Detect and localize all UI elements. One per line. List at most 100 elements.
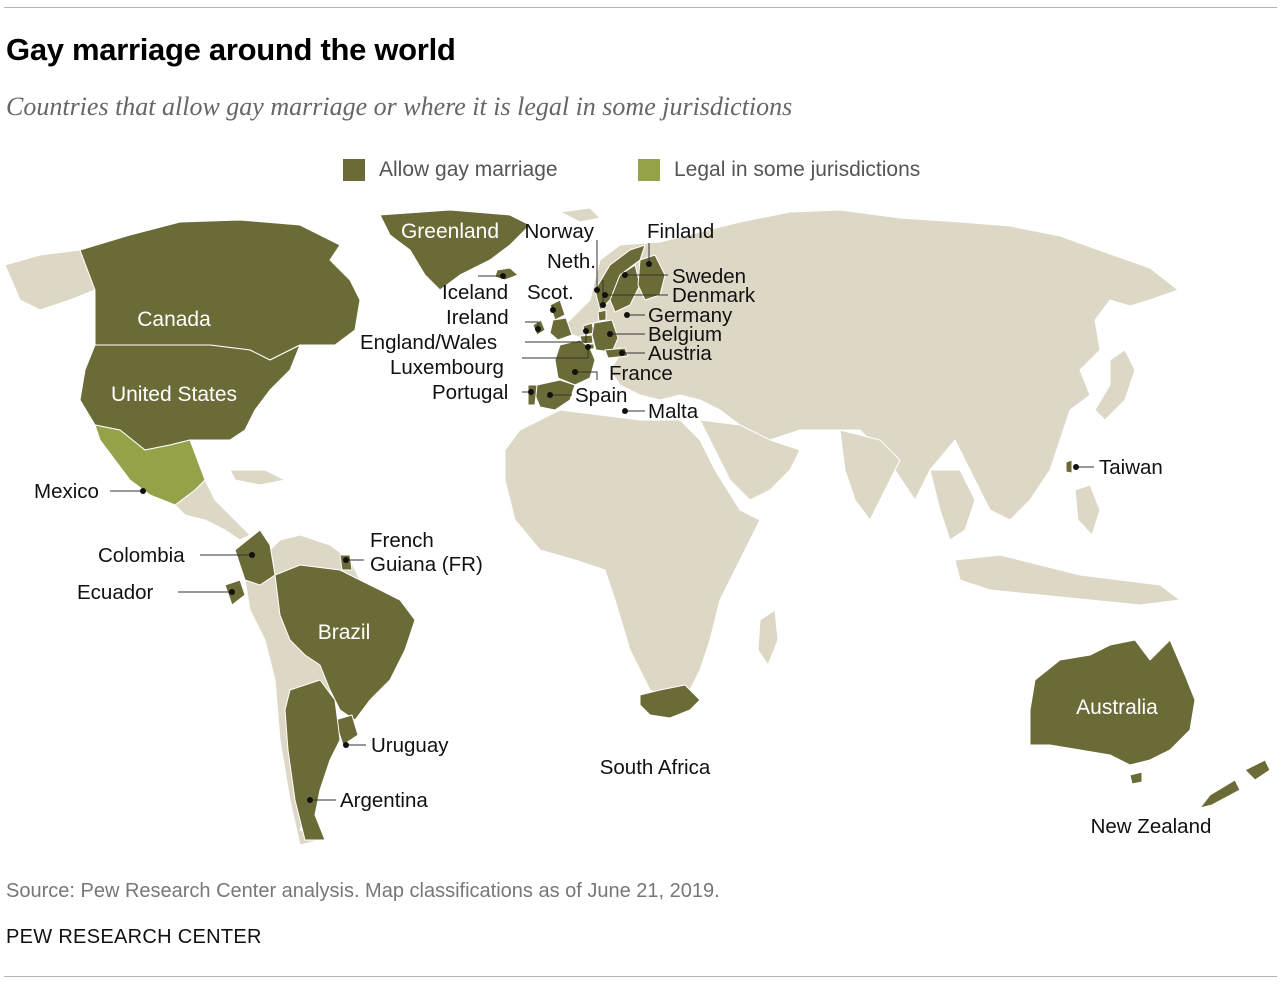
leader-england-wales <box>525 332 587 343</box>
label-spain: Spain <box>575 384 627 407</box>
country-new-zealand <box>1199 759 1271 809</box>
world-map: Greenland Canada United States Brazil Au… <box>4 207 1271 846</box>
country-germany <box>591 319 619 353</box>
dot-denmark <box>602 292 608 298</box>
label-france: France <box>609 362 673 385</box>
legend-label-some: Legal in some jurisdictions <box>674 158 921 181</box>
label-finland: Finland <box>647 220 714 243</box>
country-australia <box>1029 639 1196 766</box>
land-caribbean <box>229 469 286 486</box>
leader-luxembourg <box>522 348 589 359</box>
dot-argentina <box>307 797 313 803</box>
label-norway: Norway <box>525 220 595 243</box>
source-note: Source: Pew Research Center analysis. Ma… <box>6 880 720 902</box>
land-eurasia <box>559 209 1179 521</box>
dot-scot <box>550 307 556 313</box>
label-mexico: Mexico <box>34 480 99 503</box>
country-colombia <box>234 529 276 586</box>
chart-subtitle: Countries that allow gay marriage or whe… <box>6 92 793 121</box>
country-brazil <box>274 564 416 721</box>
country-uruguay <box>334 714 359 746</box>
dot-ireland <box>535 326 541 332</box>
leader-france <box>575 371 598 380</box>
dot-finland <box>646 261 652 267</box>
dot-neth <box>600 302 606 308</box>
label-canada: Canada <box>137 308 211 331</box>
country-iceland <box>494 267 519 281</box>
country-australia-tasmania <box>1129 771 1143 785</box>
dot-luxembourg <box>585 344 591 350</box>
legend-item-some: Legal in some jurisdictions <box>638 158 920 182</box>
label-united-states: United States <box>111 383 237 406</box>
country-south-africa <box>639 684 701 719</box>
label-french-guiana-line2: Guiana (FR) <box>370 553 483 576</box>
dot-spain <box>547 392 553 398</box>
country-mexico <box>94 424 206 506</box>
label-new-zealand: New Zealand <box>1091 815 1212 838</box>
legend: Allow gay marriage Legal in some jurisdi… <box>0 158 1281 188</box>
country-france <box>554 339 596 386</box>
label-england-wales: England/Wales <box>360 331 497 354</box>
label-belgium: Belgium <box>648 323 722 346</box>
dot-colombia <box>249 552 255 558</box>
dot-portugal <box>528 389 534 395</box>
dot-ecuador <box>229 589 235 595</box>
land-indonesia <box>954 554 1181 606</box>
label-colombia: Colombia <box>98 544 185 567</box>
dot-austria <box>619 350 625 356</box>
dot-sweden <box>622 272 628 278</box>
dot-mexico <box>140 488 146 494</box>
label-germany: Germany <box>648 304 733 327</box>
country-england-wales <box>549 317 573 341</box>
dot-england-wales <box>583 328 589 334</box>
label-french-guiana-line1: French <box>370 529 434 552</box>
dot-belgium <box>607 331 613 337</box>
dot-germany <box>624 312 630 318</box>
label-argentina: Argentina <box>340 789 428 812</box>
label-brazil: Brazil <box>318 621 371 644</box>
legend-item-allow: Allow gay marriage <box>343 158 558 182</box>
country-canada <box>79 219 361 361</box>
label-south-africa: South Africa <box>600 756 711 779</box>
dot-france <box>572 369 578 375</box>
label-portugal: Portugal <box>432 381 508 404</box>
country-denmark <box>597 309 607 322</box>
land-philippines <box>1074 484 1101 536</box>
bottom-rule <box>4 976 1277 977</box>
label-neth: Neth. <box>547 250 596 273</box>
land-svalbard <box>559 207 601 223</box>
land-india <box>839 429 901 521</box>
dot-iceland <box>500 273 506 279</box>
land-se-asia <box>929 469 976 541</box>
dot-norway <box>594 287 600 293</box>
legend-swatch-some <box>638 159 660 181</box>
organization-name: PEW RESEARCH CENTER <box>6 926 262 948</box>
label-austria: Austria <box>648 342 712 365</box>
country-greenland <box>379 209 531 291</box>
dot-malta <box>622 408 628 414</box>
dot-french-guiana <box>343 557 349 563</box>
country-ecuador <box>224 579 246 606</box>
country-taiwan <box>1065 459 1073 474</box>
label-malta: Malta <box>648 400 699 423</box>
label-greenland: Greenland <box>401 220 499 243</box>
land-madagascar <box>757 609 779 666</box>
label-iceland: Iceland <box>442 281 508 304</box>
land-arabia <box>699 419 801 501</box>
label-uruguay: Uruguay <box>371 734 449 757</box>
top-rule <box>4 7 1277 8</box>
label-ireland: Ireland <box>446 306 509 329</box>
label-taiwan: Taiwan <box>1099 456 1163 479</box>
country-argentina <box>284 679 341 841</box>
dot-uruguay <box>343 742 349 748</box>
label-sweden: Sweden <box>672 265 746 288</box>
label-denmark: Denmark <box>672 284 756 307</box>
label-scot: Scot. <box>527 281 574 304</box>
dot-taiwan <box>1073 464 1079 470</box>
country-scotland <box>549 299 566 321</box>
land-africa <box>504 409 761 701</box>
country-portugal <box>527 384 538 406</box>
legend-label-allow: Allow gay marriage <box>379 158 558 181</box>
label-australia: Australia <box>1076 696 1158 719</box>
legend-swatch-allow <box>343 159 365 181</box>
